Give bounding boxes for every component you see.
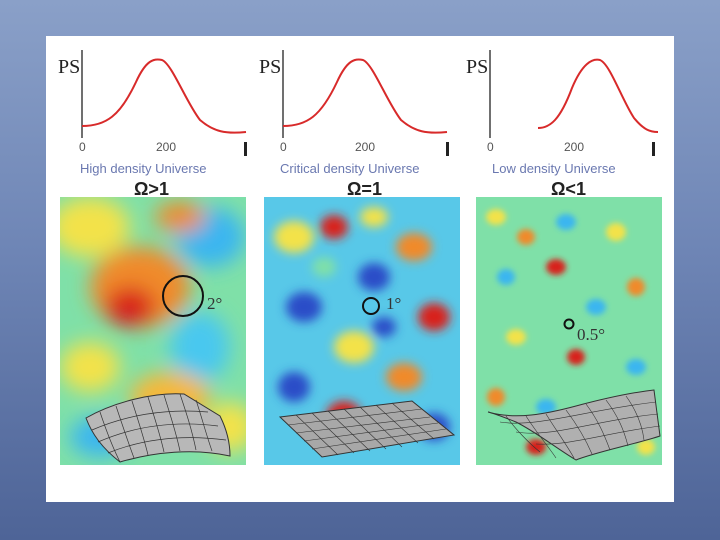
- omega-label-1: Ω>1: [134, 179, 169, 199]
- omega-label-2: Ω=1: [347, 179, 382, 199]
- tick-peak-2: 200: [355, 140, 376, 154]
- slide: PS 0 200 High density Universe Ω>1 PS 0 …: [46, 36, 674, 502]
- power-spectrum-plot-3: [489, 50, 659, 138]
- flat-geometry-surface: [278, 400, 456, 458]
- tick-peak-1: 200: [156, 140, 177, 154]
- axis-end-marker-3: [652, 142, 655, 156]
- closed-geometry-surface: [85, 393, 231, 463]
- tick-zero-2: 0: [280, 140, 287, 154]
- ps-axis-label-3: PS: [466, 56, 489, 78]
- caption-3: Low density Universe: [492, 161, 616, 176]
- power-spectrum-plot-1: [81, 50, 247, 138]
- caption-1: High density Universe: [80, 161, 207, 176]
- power-spectrum-plot-2: [282, 50, 448, 138]
- angular-scale-circle-1deg: [362, 297, 380, 315]
- open-geometry-surface: [487, 389, 661, 461]
- angular-scale-circle-2deg: [162, 275, 204, 317]
- axis-end-marker-1: [244, 142, 247, 156]
- caption-2: Critical density Universe: [280, 161, 420, 176]
- angle-label-1deg: 1°: [386, 294, 402, 313]
- tick-zero-1: 0: [79, 140, 86, 154]
- ps-axis-label-2: PS: [259, 56, 282, 78]
- angular-scale-circle-half-deg: [563, 318, 575, 330]
- ps-axis-label-1: PS: [58, 56, 81, 78]
- tick-peak-3: 200: [564, 140, 585, 154]
- axis-end-marker-2: [446, 142, 449, 156]
- tick-zero-3: 0: [487, 140, 494, 154]
- omega-label-3: Ω<1: [551, 179, 586, 199]
- angle-label-half-deg: 0.5°: [577, 325, 606, 344]
- angle-label-2deg: 2°: [207, 294, 223, 313]
